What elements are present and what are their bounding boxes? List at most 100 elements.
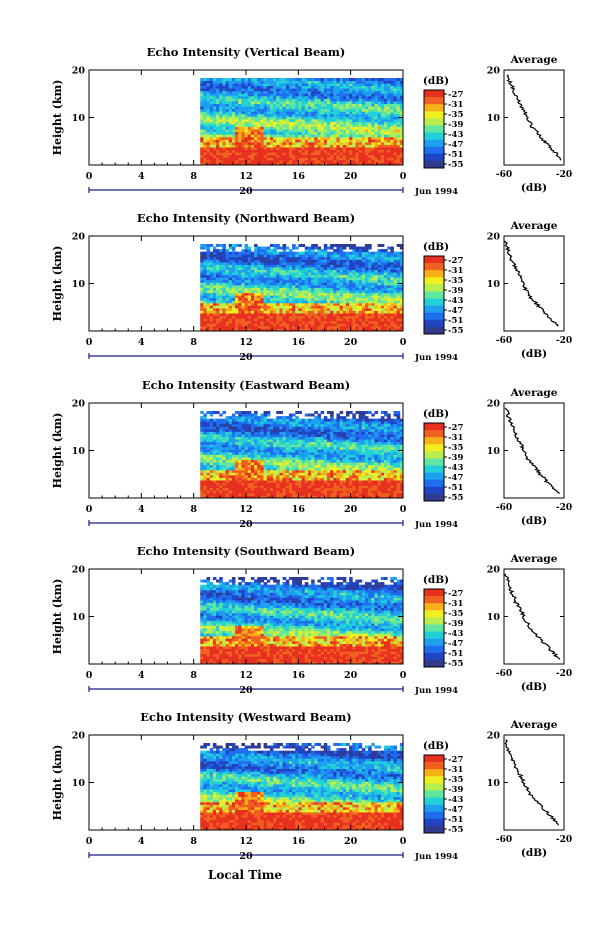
colorbar-unit: (dB)	[423, 574, 449, 586]
y-tick-label: 20	[72, 399, 86, 410]
average-profile-line	[504, 573, 561, 660]
colorbar-swatch	[424, 596, 444, 604]
colorbar-swatch	[424, 430, 444, 438]
average-frame	[503, 402, 565, 499]
colorbar-tick-label: -31	[448, 599, 463, 609]
y-tick-label: 10	[72, 612, 86, 623]
colorbar-tick-label: -27	[448, 755, 463, 765]
colorbar-swatch	[424, 589, 444, 597]
average-y-tick-label: 20	[487, 232, 501, 243]
colorbar-swatch	[424, 631, 444, 639]
y-axis-label: Height (km)	[51, 246, 64, 322]
colorbar-swatch	[424, 444, 444, 452]
colorbar-tick-label: -47	[448, 805, 463, 815]
colorbar-swatch	[424, 797, 444, 805]
colorbar-frame	[423, 422, 445, 502]
average-title: Average	[510, 220, 558, 232]
colorbar-swatch	[424, 160, 444, 169]
date-label: Jun 1994	[414, 686, 458, 696]
colorbar-swatch	[424, 256, 444, 264]
colorbar-tick-label: -39	[448, 619, 463, 629]
x-tick-label: 0	[86, 836, 93, 847]
colorbar-tick-label: -39	[448, 286, 463, 296]
colorbar-tick-label: -43	[448, 795, 463, 805]
colorbar-tick-label: -51	[448, 483, 463, 493]
colorbar-tick-label: -51	[448, 150, 463, 160]
panel-3: Echo Intensity (Eastward Beam) Height (km…	[51, 378, 572, 530]
colorbar-swatch	[424, 111, 444, 119]
colorbar-tick-label: -31	[448, 100, 463, 110]
x-tick-label: 0	[86, 670, 93, 681]
colorbar-swatch	[424, 153, 444, 162]
colorbar-tick-label: -55	[448, 326, 463, 336]
colorbar-swatch	[424, 118, 444, 126]
average-x-tick-label: -60	[496, 503, 512, 513]
average-profile-line	[506, 74, 562, 161]
colorbar-tick-label: -27	[448, 256, 463, 266]
heatmap	[200, 411, 404, 499]
panel-title: Echo Intensity (Southward Beam)	[137, 544, 355, 558]
colorbar-swatch	[424, 479, 444, 488]
day-label: 20	[239, 519, 253, 530]
x-tick-label: 0	[400, 171, 407, 182]
y-tick-label: 20	[72, 565, 86, 576]
colorbar-swatch	[424, 617, 444, 625]
x-tick-label: 0	[86, 337, 93, 348]
colorbar-tick-label: -31	[448, 765, 463, 775]
x-tick-label: 0	[400, 504, 407, 515]
day-label: 20	[239, 352, 253, 363]
panel-title: Echo Intensity (Vertical Beam)	[147, 45, 346, 59]
colorbar-swatch	[424, 326, 444, 335]
colorbar-swatch	[424, 638, 444, 647]
panel-4: Echo Intensity (Southward Beam) Height (k…	[51, 544, 572, 696]
y-tick-label: 20	[72, 232, 86, 243]
average-x-tick-label: -20	[556, 835, 572, 845]
colorbar-swatch	[424, 90, 444, 98]
colorbar-swatch	[424, 284, 444, 292]
colorbar-swatch	[424, 652, 444, 661]
x-tick-label: 4	[138, 670, 145, 681]
colorbar-tick-label: -43	[448, 463, 463, 473]
x-tick-label: 0	[400, 836, 407, 847]
colorbar-swatch	[424, 437, 444, 445]
average-x-tick-label: -60	[496, 170, 512, 180]
panel-1: Echo Intensity (Vertical Beam) Height (km…	[51, 45, 572, 197]
colorbar-swatch	[424, 263, 444, 271]
colorbar-swatch	[424, 769, 444, 777]
colorbar-swatch	[424, 603, 444, 611]
average-x-tick-label: -20	[556, 170, 572, 180]
colorbar-frame	[423, 255, 445, 335]
x-tick-label: 4	[138, 171, 145, 182]
colorbar-tick-label: -35	[448, 775, 463, 785]
panel-title: Echo Intensity (Westward Beam)	[140, 710, 351, 724]
y-axis-label: Height (km)	[51, 745, 64, 821]
x-tick-label: 20	[344, 836, 358, 847]
colorbar-swatch	[424, 312, 444, 321]
x-tick-label: 8	[190, 504, 197, 515]
colorbar-swatch	[424, 776, 444, 784]
panel-5: Echo Intensity (Westward Beam) Height (km…	[51, 710, 572, 862]
average-profile-line	[504, 407, 560, 494]
colorbar-tick-label: -51	[448, 815, 463, 825]
x-tick-label: 8	[190, 337, 197, 348]
colorbar-swatch	[424, 270, 444, 278]
x-tick-label: 16	[292, 670, 306, 681]
colorbar-unit: (dB)	[423, 241, 449, 253]
colorbar-tick-label: -27	[448, 589, 463, 599]
date-label: Jun 1994	[414, 187, 458, 197]
panel-title: Echo Intensity (Eastward Beam)	[142, 378, 350, 392]
colorbar-swatch	[424, 104, 444, 112]
x-tick-label: 20	[344, 504, 358, 515]
day-label: 20	[239, 851, 253, 862]
x-tick-label: 4	[138, 337, 145, 348]
x-tick-label: 12	[239, 836, 252, 847]
colorbar-swatch	[424, 755, 444, 763]
colorbar-swatch	[424, 811, 444, 820]
colorbar-swatch	[424, 790, 444, 798]
colorbar-tick-label: -47	[448, 639, 463, 649]
x-tick-label: 20	[344, 171, 358, 182]
day-label: 20	[239, 186, 253, 197]
colorbar-swatch	[424, 465, 444, 473]
colorbar-tick-label: -27	[448, 90, 463, 100]
colorbar-swatch	[424, 298, 444, 306]
